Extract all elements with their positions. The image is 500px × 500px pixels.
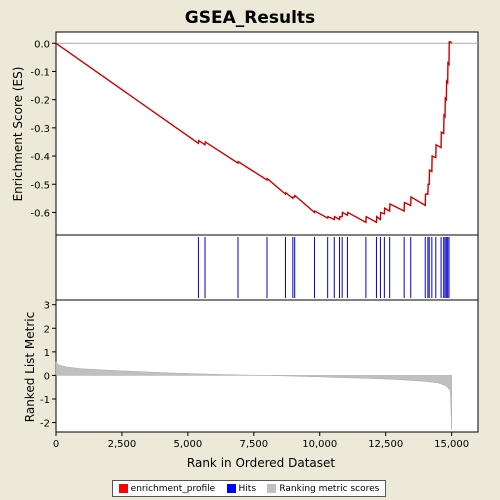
es-y-tick-label: -0.2 xyxy=(30,96,50,107)
ranking-panel xyxy=(55,299,479,433)
legend-label-hits: Hits xyxy=(238,483,257,494)
es-y-tick-label: -0.1 xyxy=(30,67,50,78)
x-tick-label: 15,000 xyxy=(434,439,469,450)
legend-item-enrichment-profile: enrichment_profile xyxy=(118,483,216,494)
x-tick-label: 0 xyxy=(53,439,59,450)
legend-swatch-hits xyxy=(226,484,236,493)
rank-y-tick-label: -1 xyxy=(40,395,50,406)
ranking-metric-area xyxy=(55,361,452,430)
x-axis-label: Rank in Ordered Dataset xyxy=(187,456,335,470)
enrichment-profile-line xyxy=(55,41,453,224)
es-y-tick-label: -0.3 xyxy=(30,124,50,135)
x-tick-label: 7,500 xyxy=(239,439,268,450)
legend-swatch-enrichment-profile xyxy=(118,484,128,493)
legend-label-ranking-metric-scores: Ranking metric scores xyxy=(279,483,380,494)
x-tick-label: 5,000 xyxy=(174,439,203,450)
rank-y-tick-label: -2 xyxy=(40,419,50,430)
rank-y-tick-label: 0 xyxy=(44,371,50,382)
x-tick-label: 2,500 xyxy=(108,439,137,450)
rank-y-tick-label: 2 xyxy=(44,324,50,335)
rank-y-axis-label: Ranked List Metric xyxy=(23,312,37,422)
es-y-tick-label: -0.4 xyxy=(30,152,50,163)
legend-label-enrichment-profile: enrichment_profile xyxy=(130,483,216,494)
es-y-axis-label: Enrichment Score (ES) xyxy=(11,67,25,202)
legend-swatch-ranking-metric-scores xyxy=(267,484,277,493)
rank-y-tick-label: 1 xyxy=(44,348,50,359)
es-y-tick-label: -0.5 xyxy=(30,180,50,191)
es-y-tick-label: -0.6 xyxy=(30,208,50,219)
enrichment-panel xyxy=(55,31,479,236)
legend: enrichment_profile Hits Ranking metric s… xyxy=(112,480,386,497)
legend-item-ranking-metric-scores: Ranking metric scores xyxy=(267,484,379,494)
chart-title: GSEA_Results xyxy=(185,8,315,28)
x-tick-label: 12,500 xyxy=(368,439,403,450)
es-y-tick-label: 0.0 xyxy=(34,39,50,50)
rank-y-tick-label: 3 xyxy=(44,301,50,312)
legend-item-hits: Hits xyxy=(226,483,257,494)
x-tick-label: 10,000 xyxy=(302,439,337,450)
